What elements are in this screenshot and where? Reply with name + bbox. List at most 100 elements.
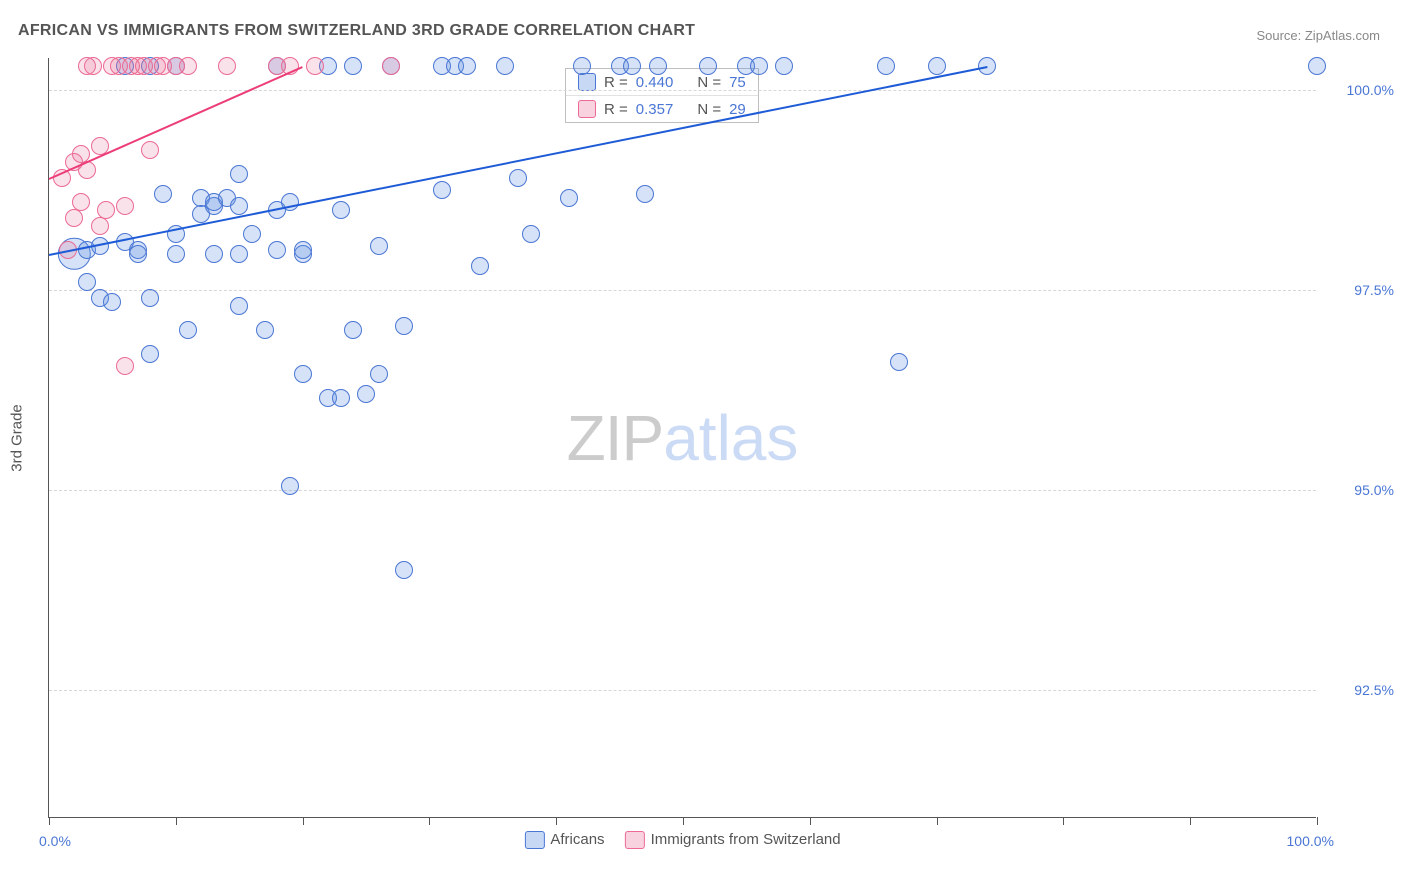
data-point <box>370 237 388 255</box>
data-point <box>471 257 489 275</box>
data-point <box>294 365 312 383</box>
legend-swatch-blue <box>578 73 596 91</box>
data-point <box>116 197 134 215</box>
data-point <box>433 181 451 199</box>
data-point <box>344 321 362 339</box>
legend-n-label: N = <box>697 74 721 91</box>
x-tick <box>49 817 50 825</box>
gridline <box>49 490 1316 491</box>
source-label: Source: ZipAtlas.com <box>1256 28 1380 43</box>
data-point <box>496 57 514 75</box>
legend-swatch-icon <box>524 831 544 849</box>
data-point <box>928 57 946 75</box>
x-tick <box>937 817 938 825</box>
data-point <box>877 57 895 75</box>
data-point <box>978 57 996 75</box>
x-tick <box>429 817 430 825</box>
trend-line <box>49 66 988 256</box>
data-point <box>636 185 654 203</box>
data-point <box>230 297 248 315</box>
data-point <box>332 389 350 407</box>
legend-item-blue: Africans <box>524 831 604 849</box>
data-point <box>750 57 768 75</box>
data-point <box>218 57 236 75</box>
data-point <box>560 189 578 207</box>
data-point <box>84 57 102 75</box>
y-tick-label: 97.5% <box>1330 282 1394 298</box>
legend-swatch-icon <box>625 831 645 849</box>
data-point <box>623 57 641 75</box>
scatter-plot: 3rd Grade ZIPatlas R = 0.440 N = 75 R = … <box>48 58 1316 818</box>
gridline <box>49 90 1316 91</box>
data-point <box>649 57 667 75</box>
x-tick <box>176 817 177 825</box>
x-axis-max-label: 100.0% <box>1287 833 1334 849</box>
data-point <box>382 57 400 75</box>
data-point <box>72 193 90 211</box>
data-point <box>573 57 591 75</box>
legend-swatch-pink <box>578 100 596 118</box>
x-tick <box>556 817 557 825</box>
x-tick <box>1063 817 1064 825</box>
x-tick <box>303 817 304 825</box>
data-point <box>775 57 793 75</box>
data-point <box>1308 57 1326 75</box>
data-point <box>230 197 248 215</box>
legend-n-label: N = <box>697 101 721 118</box>
data-point <box>243 225 261 243</box>
x-tick <box>1317 817 1318 825</box>
data-point <box>294 241 312 259</box>
data-point <box>205 245 223 263</box>
data-point <box>522 225 540 243</box>
chart-title: AFRICAN VS IMMIGRANTS FROM SWITZERLAND 3… <box>18 22 695 40</box>
data-point <box>370 365 388 383</box>
data-point <box>699 57 717 75</box>
legend-r-label: R = <box>604 74 628 91</box>
y-tick-label: 100.0% <box>1330 82 1394 98</box>
data-point <box>306 57 324 75</box>
data-point <box>509 169 527 187</box>
x-tick <box>683 817 684 825</box>
data-point <box>344 57 362 75</box>
data-point <box>103 293 121 311</box>
data-point <box>116 357 134 375</box>
watermark-atlas: atlas <box>663 402 798 474</box>
data-point <box>281 477 299 495</box>
data-point <box>332 201 350 219</box>
watermark-zip: ZIP <box>567 402 664 474</box>
data-point <box>395 561 413 579</box>
data-point <box>97 201 115 219</box>
legend-r-value-pink: 0.357 <box>636 101 674 118</box>
data-point <box>268 241 286 259</box>
data-point <box>357 385 375 403</box>
data-point <box>65 209 83 227</box>
data-point <box>141 345 159 363</box>
trend-line <box>49 66 303 180</box>
y-tick-label: 95.0% <box>1330 482 1394 498</box>
data-point <box>230 165 248 183</box>
data-point <box>141 289 159 307</box>
legend-label: Africans <box>550 831 604 848</box>
gridline <box>49 690 1316 691</box>
data-point <box>256 321 274 339</box>
x-tick <box>810 817 811 825</box>
correlation-legend: R = 0.440 N = 75 R = 0.357 N = 29 <box>565 68 759 123</box>
data-point <box>458 57 476 75</box>
data-point <box>230 245 248 263</box>
y-axis-title: 3rd Grade <box>9 404 26 472</box>
data-point <box>154 185 172 203</box>
x-tick <box>1190 817 1191 825</box>
data-point <box>179 321 197 339</box>
data-point <box>167 245 185 263</box>
legend-item-pink: Immigrants from Switzerland <box>625 831 841 849</box>
data-point <box>395 317 413 335</box>
watermark: ZIPatlas <box>567 401 799 475</box>
series-legend: Africans Immigrants from Switzerland <box>524 831 840 849</box>
data-point <box>78 273 96 291</box>
data-point <box>890 353 908 371</box>
data-point <box>179 57 197 75</box>
y-tick-label: 92.5% <box>1330 682 1394 698</box>
legend-r-value-blue: 0.440 <box>636 74 674 91</box>
legend-label: Immigrants from Switzerland <box>651 831 841 848</box>
legend-n-value-blue: 75 <box>729 74 746 91</box>
